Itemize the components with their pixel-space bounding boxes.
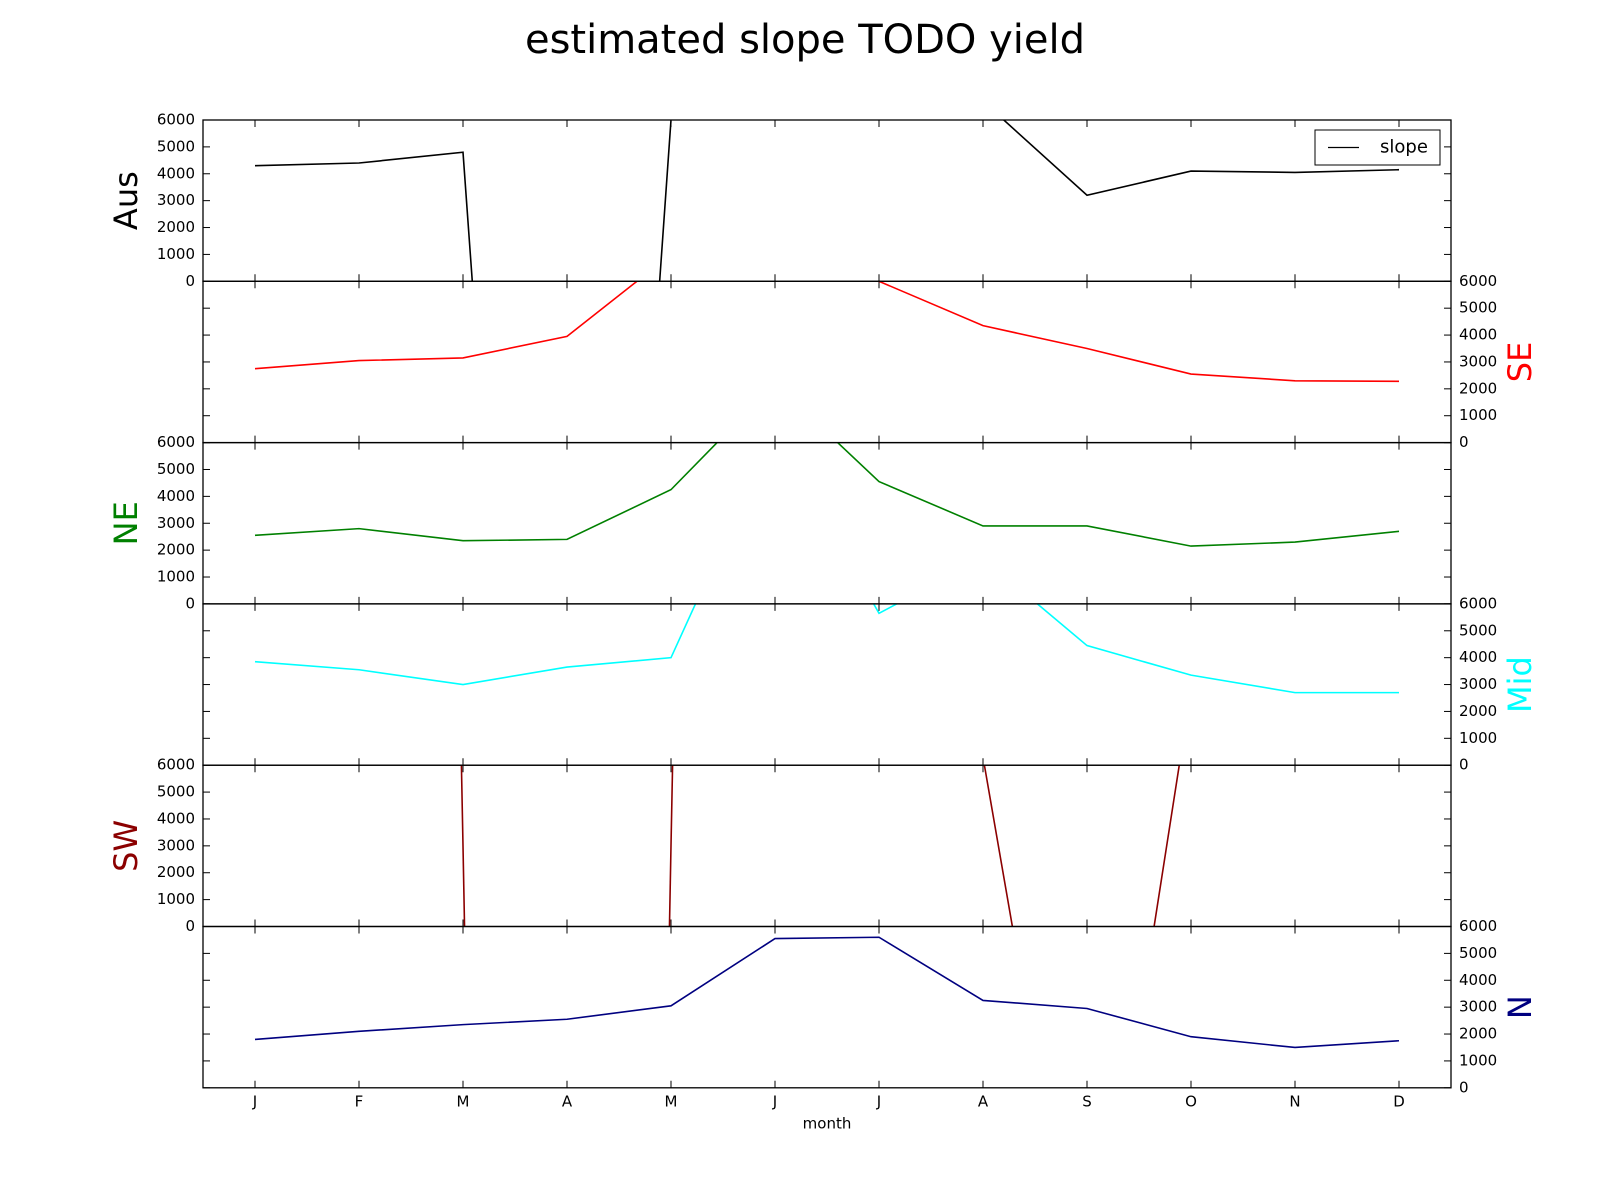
y-tick-label: 1000 — [1459, 406, 1497, 424]
data-line — [460, 765, 1181, 927]
x-tick-label: S — [1082, 1092, 1092, 1110]
data-line — [254, 442, 1400, 547]
y-tick-label: 6000 — [1459, 272, 1497, 290]
y-tick-label: 4000 — [157, 164, 195, 182]
y-tick-label: 2000 — [1459, 1025, 1497, 1043]
x-tick-label: J — [876, 1092, 881, 1110]
y-tick-label: 0 — [185, 917, 195, 935]
y-axis-label: SW — [107, 820, 145, 872]
x-tick-label: J — [252, 1092, 257, 1110]
y-tick-label: 2000 — [157, 863, 195, 881]
y-tick-label: 1000 — [157, 245, 195, 263]
y-tick-label: 6000 — [1459, 917, 1497, 935]
axes-frame — [202, 280, 1452, 444]
y-tick-label: 2000 — [157, 218, 195, 236]
y-tick-label: 3000 — [1459, 675, 1497, 693]
y-tick-label: 5000 — [157, 137, 195, 155]
axes-frame — [202, 119, 1452, 282]
data-line — [254, 281, 1400, 383]
y-tick-label: 4000 — [1459, 648, 1497, 666]
y-tick-label: 6000 — [157, 111, 195, 129]
y-axis-label: NE — [107, 501, 145, 545]
y-tick-label: 3000 — [1459, 998, 1497, 1016]
y-tick-label: 0 — [185, 272, 195, 290]
y-tick-label: 1000 — [157, 568, 195, 586]
x-axis-label: month — [803, 1114, 852, 1132]
y-tick-label: 2000 — [1459, 379, 1497, 397]
y-tick-label: 0 — [1459, 756, 1469, 774]
x-tick-label: N — [1289, 1092, 1300, 1110]
x-tick-label: A — [562, 1092, 573, 1110]
y-tick-label: 5000 — [1459, 944, 1497, 962]
y-tick-label: 6000 — [157, 433, 195, 451]
y-tick-label: 0 — [1459, 433, 1469, 451]
y-tick-label: 3000 — [1459, 352, 1497, 370]
y-axis-label: SE — [1501, 342, 1539, 383]
x-tick-label: O — [1185, 1092, 1197, 1110]
y-tick-label: 2000 — [1459, 702, 1497, 720]
x-tick-label: A — [978, 1092, 989, 1110]
y-tick-label: 5000 — [157, 783, 195, 801]
data-line — [254, 120, 1400, 282]
y-axis-label: N — [1501, 995, 1539, 1019]
axes-frame — [202, 441, 1452, 605]
data-line — [254, 936, 1400, 1049]
x-tick-label: D — [1393, 1092, 1405, 1110]
data-line — [254, 603, 1399, 694]
chart-title: estimated slope TODO yield — [525, 17, 1085, 63]
y-tick-label: 1000 — [1459, 729, 1497, 747]
y-tick-label: 4000 — [157, 809, 195, 827]
y-tick-label: 3000 — [157, 514, 195, 532]
y-tick-label: 1000 — [157, 890, 195, 908]
y-tick-label: 0 — [185, 594, 195, 612]
y-tick-label: 6000 — [157, 756, 195, 774]
y-tick-label: 3000 — [157, 191, 195, 209]
y-tick-label: 1000 — [1459, 1051, 1497, 1069]
legend-label: slope — [1380, 137, 1428, 158]
x-tick-label: F — [355, 1092, 364, 1110]
y-tick-label: 6000 — [1459, 594, 1497, 612]
y-axis-label: Aus — [107, 171, 145, 230]
y-tick-label: 0 — [1459, 1078, 1469, 1096]
y-tick-label: 4000 — [1459, 326, 1497, 344]
x-tick-label: J — [772, 1092, 777, 1110]
y-tick-label: 5000 — [1459, 299, 1497, 317]
y-tick-label: 4000 — [1459, 971, 1497, 989]
legend: slope — [1314, 129, 1441, 166]
y-tick-label: 4000 — [157, 487, 195, 505]
axes-frame — [202, 925, 1452, 1089]
y-tick-label: 5000 — [1459, 621, 1497, 639]
y-tick-label: 3000 — [157, 836, 195, 854]
y-tick-label: 2000 — [157, 541, 195, 559]
axes-frame — [202, 603, 1452, 766]
x-tick-label: M — [457, 1092, 470, 1110]
y-tick-label: 5000 — [157, 460, 195, 478]
axes-frame — [202, 764, 1452, 928]
x-tick-label: M — [665, 1092, 678, 1110]
y-axis-label: Mid — [1501, 656, 1539, 713]
